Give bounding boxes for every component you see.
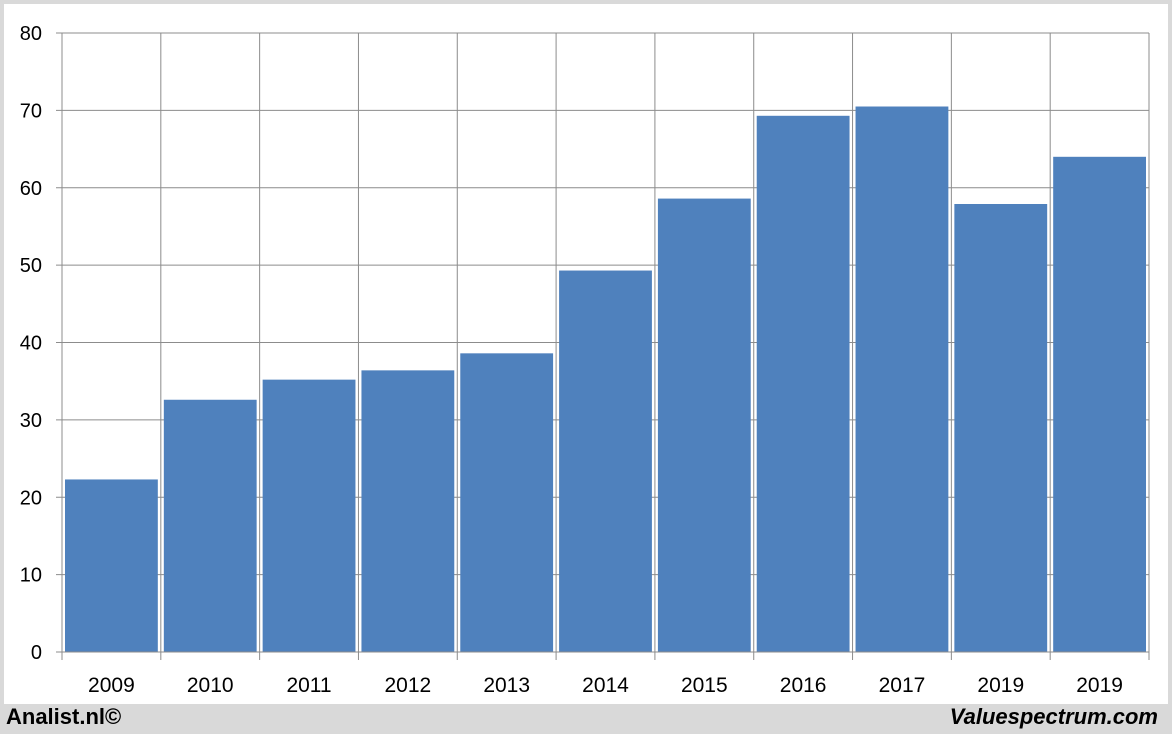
x-tick-label: 2013 [483,674,530,697]
bar [65,479,158,652]
y-tick-label: 50 [20,255,42,277]
bar [855,106,949,653]
x-tick-label: 2009 [88,674,135,697]
x-tick-label: 2011 [286,674,331,697]
source-credit-left: Analist.nl© [6,704,122,729]
bar [756,115,850,652]
y-tick-label: 80 [20,23,42,45]
y-tick-label: 40 [20,333,42,355]
bar [1053,156,1146,653]
source-credit-right: Valuespectrum.com [949,704,1158,729]
x-tick-label: 2010 [187,674,234,697]
x-tick-label: 2017 [879,674,926,697]
bar [163,399,257,652]
x-tick-label: 2016 [780,674,827,697]
x-tick-label: 2019 [1076,674,1123,697]
bar [262,379,356,652]
y-tick-label: 20 [20,487,42,509]
y-tick-label: 10 [20,565,42,587]
y-tick-label: 70 [20,100,42,122]
x-tick-label: 2012 [385,674,432,697]
bar [559,270,652,652]
bar [361,370,455,652]
x-tick-label: 2014 [582,674,629,697]
y-tick-label: 30 [20,410,42,432]
x-tick-label: 2019 [977,674,1024,697]
bar [954,203,1048,652]
x-tick-label: 2015 [681,674,728,697]
bar [657,198,751,652]
bar [460,353,554,652]
y-tick-label: 0 [31,642,42,664]
y-tick-label: 60 [20,178,42,200]
